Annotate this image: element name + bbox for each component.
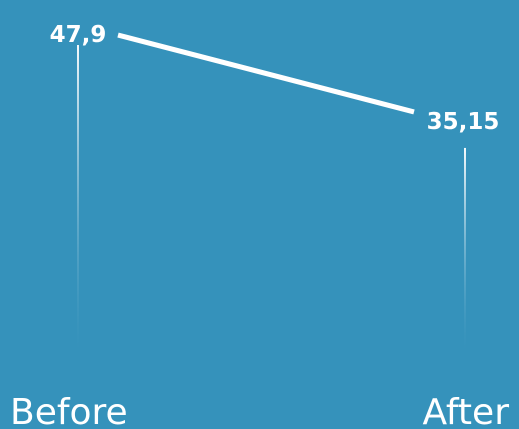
category-label-before: Before bbox=[10, 392, 128, 429]
slope-line bbox=[117, 32, 415, 115]
value-label-before: 47,9 bbox=[50, 22, 107, 48]
stem-before bbox=[77, 45, 79, 351]
value-label-after: 35,15 bbox=[427, 109, 500, 135]
category-label-after: After bbox=[423, 392, 510, 429]
stem-after bbox=[464, 147, 466, 350]
marks-layer: 47,9 35,15 Before After bbox=[10, 22, 509, 429]
